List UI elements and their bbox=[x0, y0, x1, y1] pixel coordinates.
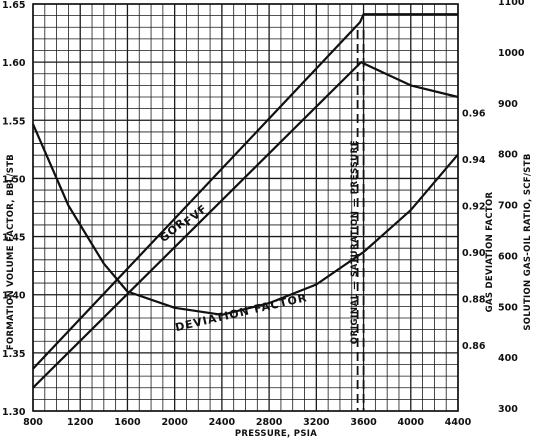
curves bbox=[31, 13, 459, 411]
left-tick-label: 1.60 bbox=[2, 58, 26, 69]
x-tick-label: 1600 bbox=[114, 417, 141, 428]
x-tick-labels: 800 1200 1600 2000 2400 2800 3200 3600 4000 4400 bbox=[23, 417, 472, 428]
x-tick-label: 3200 bbox=[303, 417, 330, 428]
gas-deviation-tick-label: 0.96 bbox=[462, 109, 486, 120]
left-axis-label: FORMATION VOLUME FACTOR, BBL/STB bbox=[6, 154, 16, 350]
gor-tick-labels: 300 400 500 600 700 800 900 1000 1100 bbox=[498, 0, 525, 415]
gas-deviation-tick-labels: 0.86 0.88 0.90 0.92 0.94 0.96 bbox=[462, 109, 486, 353]
x-axis-label: PRESSURE, PSIA bbox=[235, 429, 317, 438]
gor-tick-label: 300 bbox=[498, 404, 518, 415]
left-tick-label: 1.65 bbox=[2, 0, 25, 11]
left-tick-label: 1.55 bbox=[2, 116, 25, 127]
deviation-curve-label: DEVIATION FACTOR bbox=[174, 291, 309, 334]
x-tick-label: 2800 bbox=[256, 417, 283, 428]
gor-tick-label: 800 bbox=[498, 150, 518, 161]
gor-axis-label: SOLUTION GAS-OIL RATIO, SCF/STB bbox=[523, 153, 533, 330]
grid bbox=[32, 3, 459, 412]
x-tick-label: 4000 bbox=[398, 417, 425, 428]
gor-tick-label: 1000 bbox=[498, 48, 525, 59]
gas-deviation-tick-label: 0.88 bbox=[462, 295, 486, 306]
left-tick-label: 1.45 bbox=[2, 233, 25, 244]
x-tick-label: 2000 bbox=[161, 417, 188, 428]
gor-tick-label: 500 bbox=[498, 302, 518, 313]
x-tick-label: 800 bbox=[23, 417, 43, 428]
gor-tick-label: 700 bbox=[498, 201, 518, 212]
gas-deviation-tick-label: 0.86 bbox=[462, 341, 486, 352]
left-tick-label: 1.40 bbox=[2, 291, 26, 302]
saturation-pressure-label: ORIGINAL — SATURATION — PRESSURE bbox=[350, 140, 360, 344]
x-tick-label: 3600 bbox=[350, 417, 377, 428]
plot-frame bbox=[32, 3, 459, 412]
gas-deviation-tick-label: 0.94 bbox=[462, 155, 486, 166]
x-tick-label: 2400 bbox=[209, 417, 236, 428]
gor-tick-label: 600 bbox=[498, 251, 518, 262]
x-tick-label: 4400 bbox=[445, 417, 472, 428]
fvf-curve bbox=[32, 61, 459, 389]
left-tick-label: 1.30 bbox=[2, 407, 26, 418]
gor-tick-label: 400 bbox=[498, 353, 518, 364]
deviation-factor-curve bbox=[31, 123, 459, 316]
gor-tick-label: 900 bbox=[498, 99, 518, 110]
left-tick-labels: 1.30 1.35 1.40 1.45 1.50 1.55 1.60 1.65 bbox=[2, 0, 26, 418]
x-tick-label: 1200 bbox=[67, 417, 94, 428]
gas-deviation-tick-label: 0.90 bbox=[462, 248, 486, 259]
gas-deviation-tick-label: 0.92 bbox=[462, 202, 485, 213]
gas-deviation-axis-label: GAS DEVIATION FACTOR bbox=[485, 192, 495, 313]
gor-tick-label: 1100 bbox=[498, 0, 525, 8]
left-tick-label: 1.50 bbox=[2, 174, 26, 185]
left-tick-label: 1.35 bbox=[2, 349, 25, 360]
gor-curve bbox=[32, 13, 458, 370]
